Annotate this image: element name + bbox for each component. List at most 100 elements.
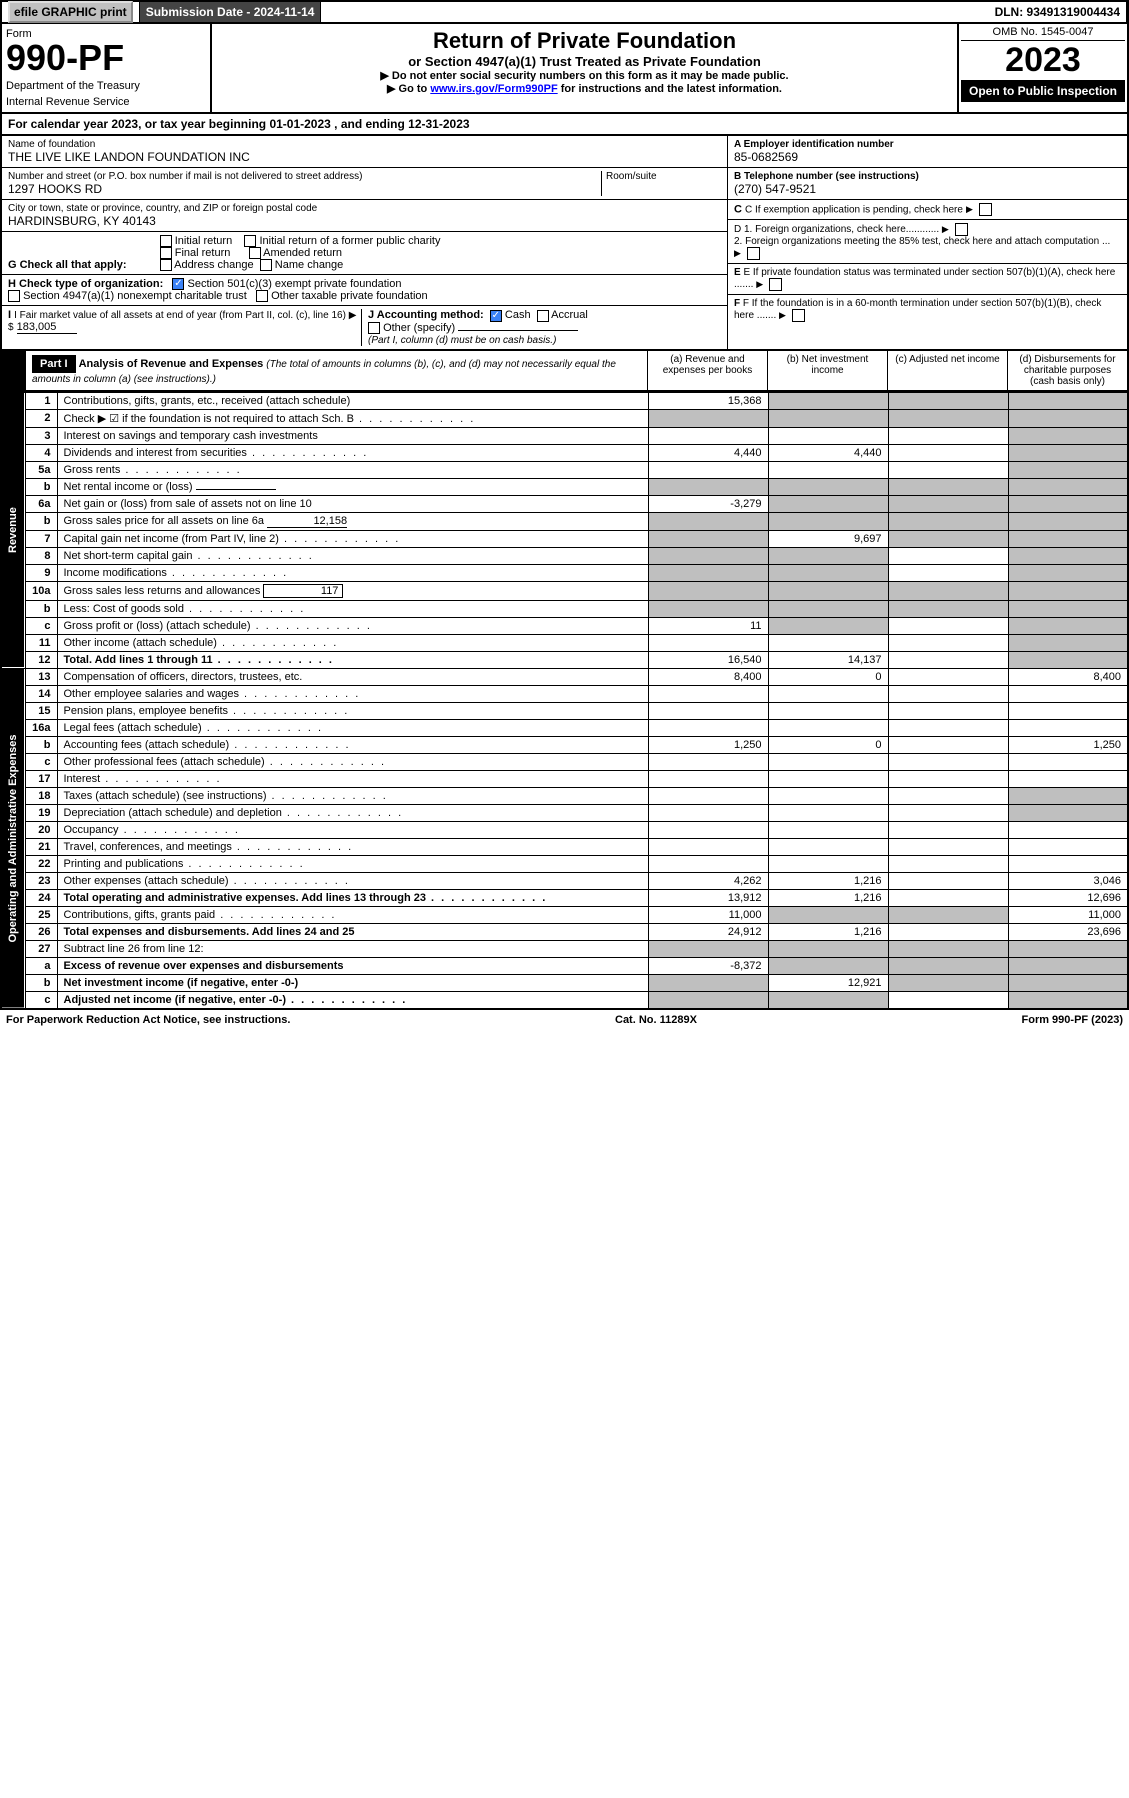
form-title: Return of Private Foundation <box>216 28 953 54</box>
cell-col-d <box>1008 392 1128 409</box>
line-description: Gross sales price for all assets on line… <box>57 512 648 530</box>
cell-col-a: 13,912 <box>648 889 768 906</box>
4947a1-checkbox[interactable] <box>8 290 20 302</box>
cell-col-a <box>648 753 768 770</box>
cell-col-b <box>768 392 888 409</box>
line-description: Contributions, gifts, grants paid <box>57 906 648 923</box>
table-row: 3Interest on savings and temporary cash … <box>1 427 1128 444</box>
irs-label: Internal Revenue Service <box>6 96 206 108</box>
cell-col-b <box>768 581 888 600</box>
cell-col-a: 4,262 <box>648 872 768 889</box>
cell-col-c <box>888 804 1008 821</box>
cell-col-a <box>648 974 768 991</box>
line-number: 7 <box>25 530 57 547</box>
cell-col-b: 0 <box>768 736 888 753</box>
cell-col-d <box>1008 651 1128 668</box>
line-description: Less: Cost of goods sold <box>57 600 648 617</box>
cell-col-c <box>888 461 1008 478</box>
line-number: a <box>25 957 57 974</box>
accrual-checkbox[interactable] <box>537 310 549 322</box>
cell-col-a <box>648 600 768 617</box>
open-public: Open to Public Inspection <box>961 80 1125 102</box>
cell-col-d <box>1008 821 1128 838</box>
line-description: Taxes (attach schedule) (see instruction… <box>57 787 648 804</box>
other-method-checkbox[interactable] <box>368 322 380 334</box>
form990pf-link[interactable]: www.irs.gov/Form990PF <box>430 83 557 95</box>
section-i: I I Fair market value of all assets at e… <box>8 309 361 345</box>
table-row: bGross sales price for all assets on lin… <box>1 512 1128 530</box>
tax-year: 2023 <box>961 41 1125 80</box>
cell-col-c <box>888 634 1008 651</box>
line-description: Income modifications <box>57 564 648 581</box>
cell-col-b <box>768 821 888 838</box>
table-row: 11Other income (attach schedule) <box>1 634 1128 651</box>
street-address: 1297 HOOKS RD <box>8 182 601 196</box>
foreign-org-checkbox[interactable] <box>955 223 968 236</box>
address-change-checkbox[interactable] <box>160 259 172 271</box>
ein-value: 85-0682569 <box>734 150 1121 164</box>
terminated-checkbox[interactable] <box>769 278 782 291</box>
form-header: Form 990-PF Department of the Treasury I… <box>0 24 1129 114</box>
line-description: Total operating and administrative expen… <box>57 889 648 906</box>
section-f: F F If the foundation is in a 60-month t… <box>728 295 1127 325</box>
cell-col-d <box>1008 719 1128 736</box>
cell-col-c <box>888 392 1008 409</box>
calendar-year-line: For calendar year 2023, or tax year begi… <box>0 114 1129 136</box>
cell-col-b <box>768 957 888 974</box>
cell-col-b <box>768 512 888 530</box>
cell-col-d <box>1008 600 1128 617</box>
city-state-zip: HARDINSBURG, KY 40143 <box>8 214 721 228</box>
cell-col-b: 0 <box>768 668 888 685</box>
cell-col-b <box>768 906 888 923</box>
ssn-note: ▶ Do not enter social security numbers o… <box>216 69 953 82</box>
cell-col-b: 1,216 <box>768 872 888 889</box>
initial-return-checkbox[interactable] <box>160 235 172 247</box>
line-description: Dividends and interest from securities <box>57 444 648 461</box>
cell-col-c <box>888 444 1008 461</box>
name-change-checkbox[interactable] <box>260 259 272 271</box>
amended-return-checkbox[interactable] <box>249 247 261 259</box>
line-description: Gross profit or (loss) (attach schedule) <box>57 617 648 634</box>
table-row: bLess: Cost of goods sold <box>1 600 1128 617</box>
line-number: b <box>25 512 57 530</box>
cell-col-d <box>1008 478 1128 495</box>
cell-col-d <box>1008 991 1128 1009</box>
other-taxable-checkbox[interactable] <box>256 290 268 302</box>
cell-col-a: -3,279 <box>648 495 768 512</box>
line-description: Pension plans, employee benefits <box>57 702 648 719</box>
cash-checkbox[interactable] <box>490 310 502 322</box>
cell-col-b <box>768 719 888 736</box>
cell-col-b <box>768 855 888 872</box>
501c3-checkbox[interactable] <box>172 278 184 290</box>
efile-print-button[interactable]: efile GRAPHIC print <box>8 1 133 23</box>
cell-col-a <box>648 838 768 855</box>
cell-col-a <box>648 634 768 651</box>
form-number: 990-PF <box>6 40 206 76</box>
initial-former-checkbox[interactable] <box>244 235 256 247</box>
cell-col-d: 12,696 <box>1008 889 1128 906</box>
cell-col-a: 11 <box>648 617 768 634</box>
cell-col-a <box>648 991 768 1009</box>
cell-col-c <box>888 668 1008 685</box>
line-number: 26 <box>25 923 57 940</box>
60month-checkbox[interactable] <box>792 309 805 322</box>
final-return-checkbox[interactable] <box>160 247 172 259</box>
cell-col-c <box>888 940 1008 957</box>
cell-col-b <box>768 634 888 651</box>
line-number: 17 <box>25 770 57 787</box>
foreign-85-checkbox[interactable] <box>747 247 760 260</box>
table-row: 9Income modifications <box>1 564 1128 581</box>
line-description: Compensation of officers, directors, tru… <box>57 668 648 685</box>
col-b-header: (b) Net investment income <box>767 351 887 390</box>
part1-label: Part I <box>32 355 76 373</box>
top-bar: efile GRAPHIC print Submission Date - 20… <box>0 0 1129 24</box>
exemption-pending-checkbox[interactable] <box>979 203 992 216</box>
table-row: 19Depreciation (attach schedule) and dep… <box>1 804 1128 821</box>
line-description: Travel, conferences, and meetings <box>57 838 648 855</box>
cell-col-c <box>888 957 1008 974</box>
table-row: 24Total operating and administrative exp… <box>1 889 1128 906</box>
table-row: 20Occupancy <box>1 821 1128 838</box>
city-label: City or town, state or province, country… <box>8 203 721 214</box>
cell-col-d <box>1008 444 1128 461</box>
line-number: 10a <box>25 581 57 600</box>
